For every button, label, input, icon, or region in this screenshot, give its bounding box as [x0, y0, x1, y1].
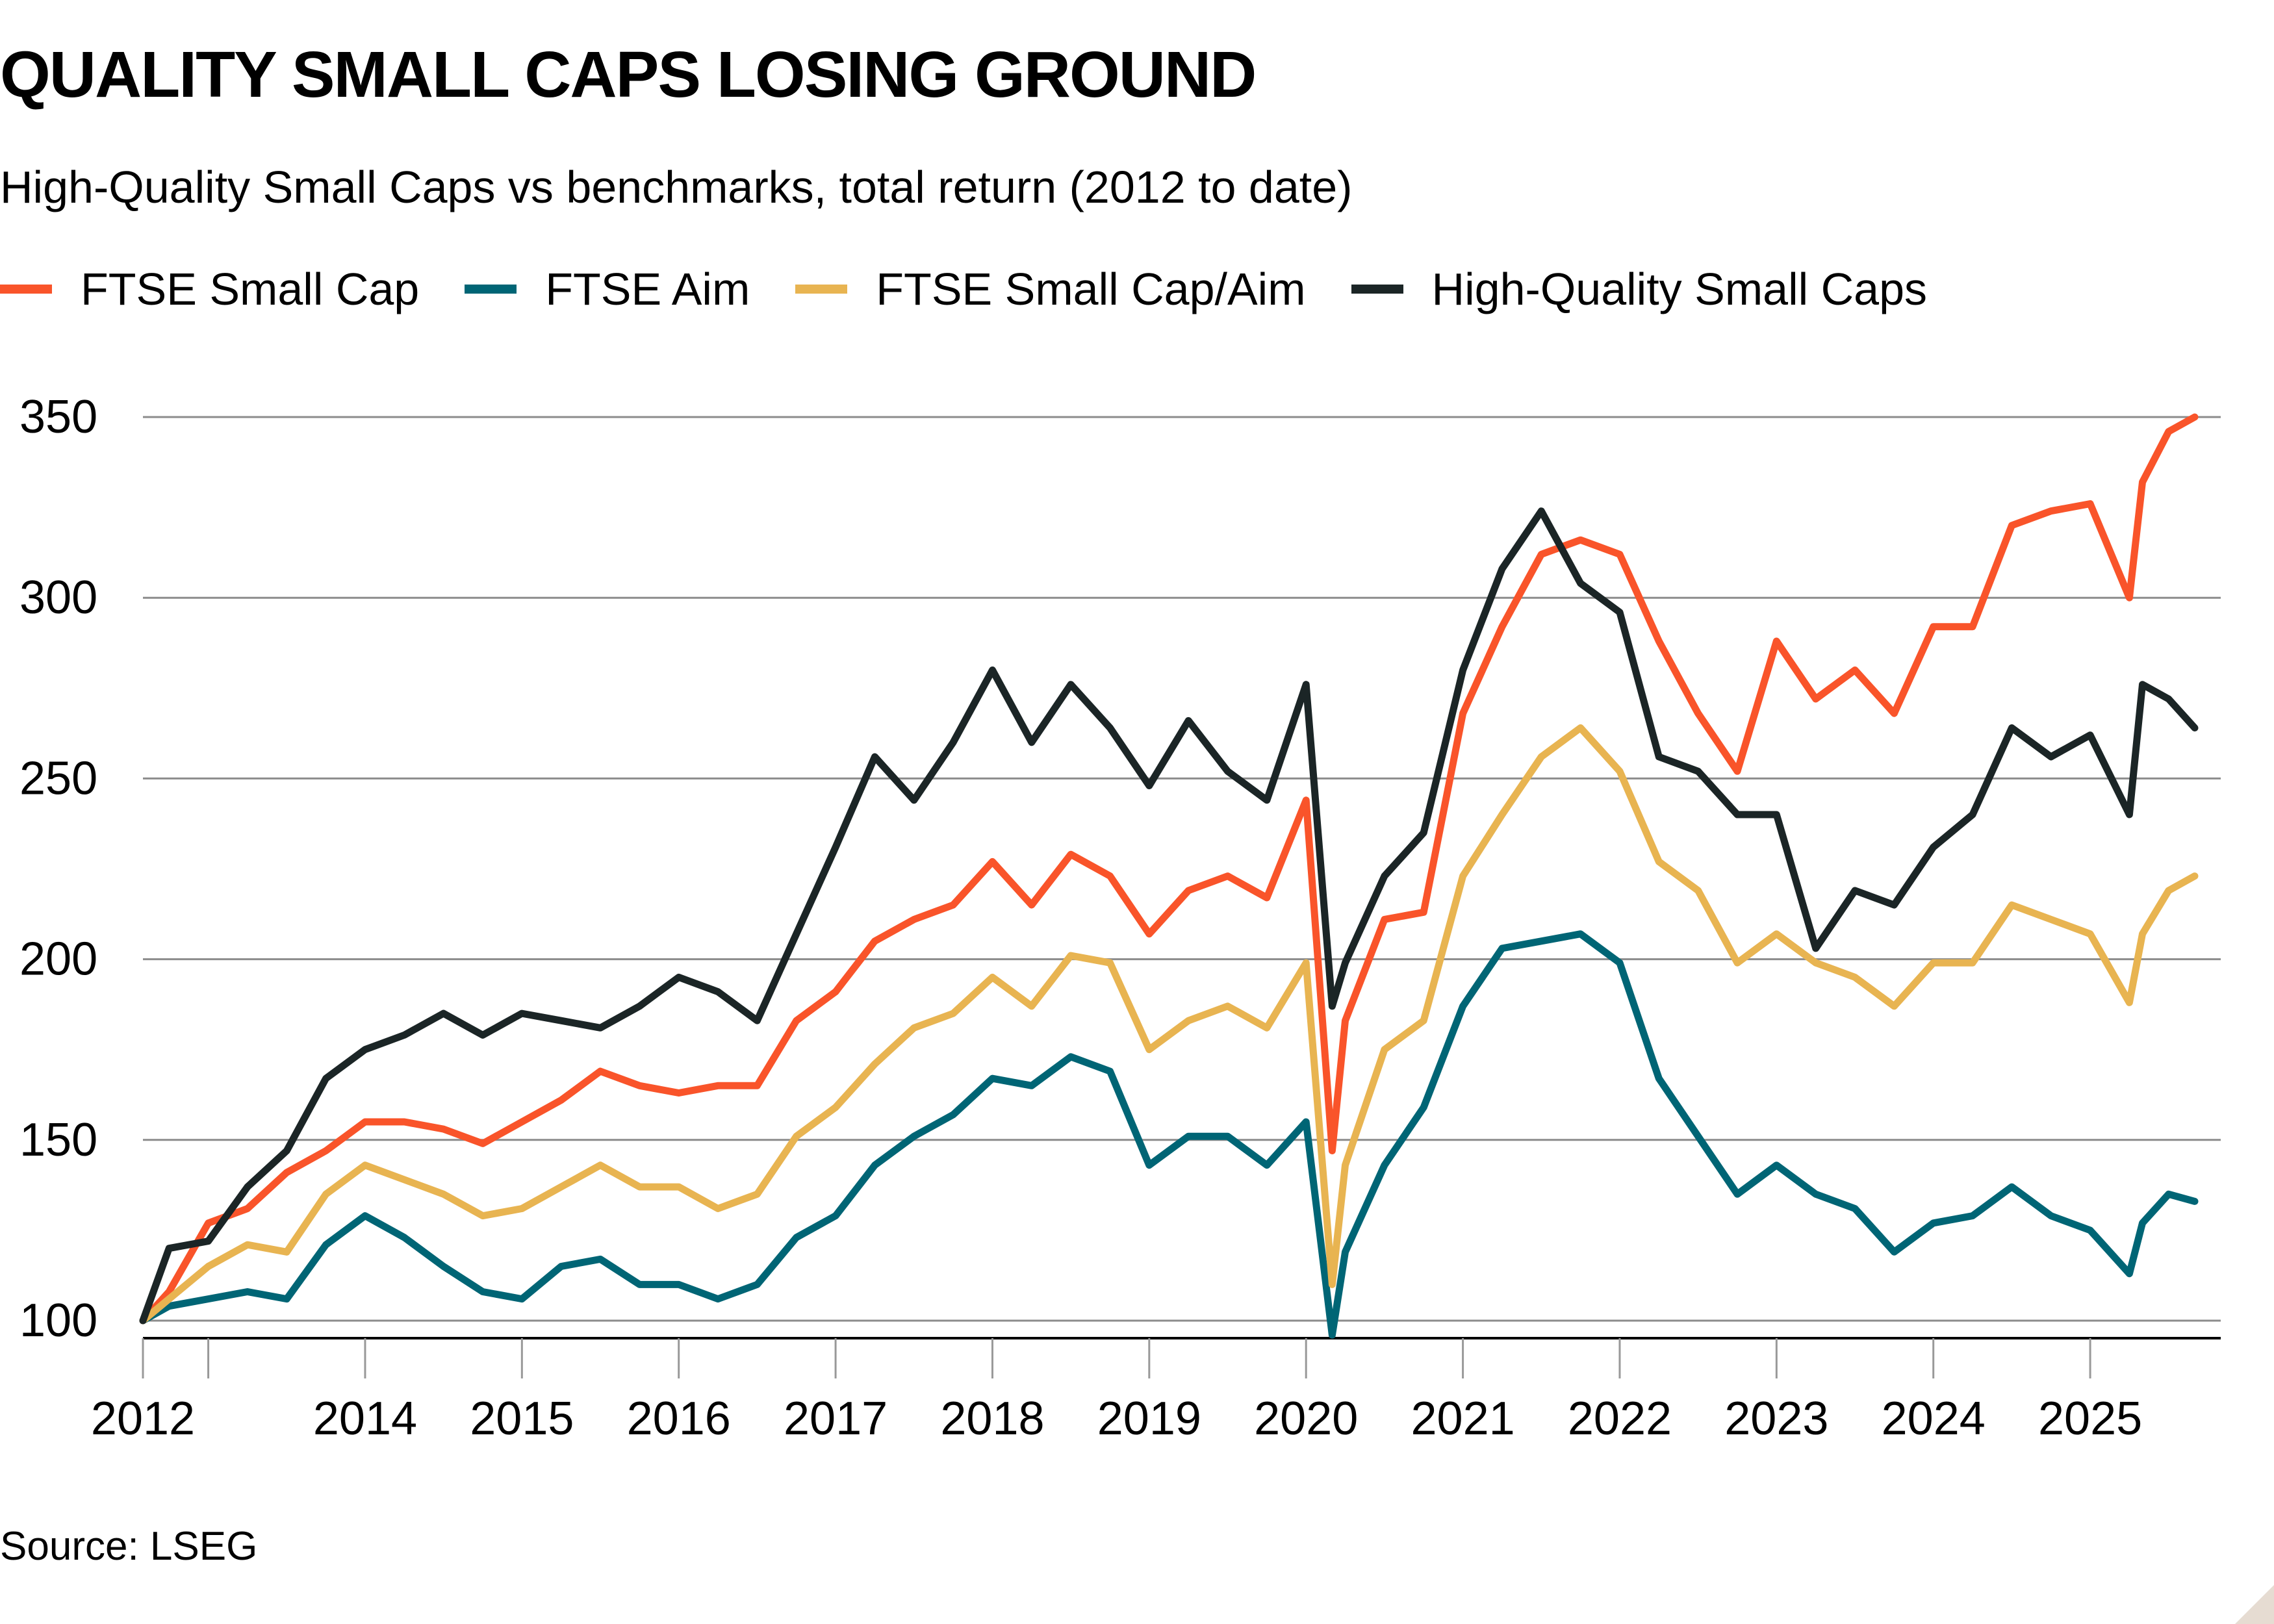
legend-swatch	[795, 285, 848, 294]
y-tick-label: 150	[19, 1114, 97, 1166]
y-axis: 100 150 200 250 300 350	[19, 391, 97, 1347]
chart-title: QUALITY SMALL CAPS LOSING GROUND	[0, 38, 1257, 111]
legend-swatch	[0, 285, 52, 294]
series-lines	[139, 413, 2199, 1339]
x-tick-label: 2019	[1097, 1393, 1201, 1445]
x-tick-label: 2017	[784, 1393, 888, 1445]
series-line-high-quality-small-caps	[139, 507, 2199, 1325]
y-tick-label: 250	[19, 752, 97, 804]
gridlines	[143, 416, 2221, 1322]
legend-label: FTSE Aim	[545, 264, 750, 314]
legend: FTSE Small Cap FTSE Aim FTSE Small Cap/A…	[0, 263, 1973, 315]
x-tick-label: 2014	[313, 1393, 417, 1445]
y-tick-label: 100	[19, 1295, 97, 1347]
x-tick-label: 2022	[1568, 1393, 1672, 1445]
series-line-ftse-aim	[139, 930, 2199, 1339]
legend-item-ftse-small-cap: FTSE Small Cap	[0, 263, 419, 315]
x-tick-label: 2023	[1724, 1393, 1828, 1445]
legend-label: High-Quality Small Caps	[1431, 264, 1928, 314]
legend-item-high-quality-small-caps: High-Quality Small Caps	[1351, 263, 1927, 315]
x-tick-label: 2021	[1411, 1393, 1514, 1445]
series-line-ftse-small-cap-aim	[139, 724, 2199, 1325]
legend-label: FTSE Small Cap/Aim	[876, 264, 1306, 314]
legend-swatch	[1351, 285, 1403, 294]
source-note: Source: LSEG	[0, 1524, 258, 1569]
legend-swatch	[465, 285, 517, 294]
legend-item-ftse-small-cap-aim: FTSE Small Cap/Aim	[795, 263, 1306, 315]
series-line-ftse-small-cap	[139, 413, 2199, 1325]
y-tick-label: 200	[19, 933, 97, 985]
page-corner-decoration	[2235, 1585, 2274, 1624]
y-tick-label: 300	[19, 572, 97, 624]
x-tick-label: 2024	[1882, 1393, 1986, 1445]
x-tick-label: 2015	[470, 1393, 574, 1445]
x-tick-label: 2025	[2038, 1393, 2142, 1445]
legend-item-ftse-aim: FTSE Aim	[465, 263, 750, 315]
legend-label: FTSE Small Cap	[81, 264, 420, 314]
x-tick-label: 2016	[627, 1393, 731, 1445]
x-tick-label: 2018	[940, 1393, 1044, 1445]
x-axis: 2012 2014 2015 2016 2017 2018 2019 2020 2021 2022…	[91, 1337, 2221, 1445]
x-tick-label: 2012	[91, 1393, 195, 1445]
chart-subtitle: High-Quality Small Caps vs benchmarks, t…	[0, 162, 1353, 212]
x-tick-label: 2020	[1254, 1393, 1358, 1445]
y-tick-label: 350	[19, 391, 97, 443]
